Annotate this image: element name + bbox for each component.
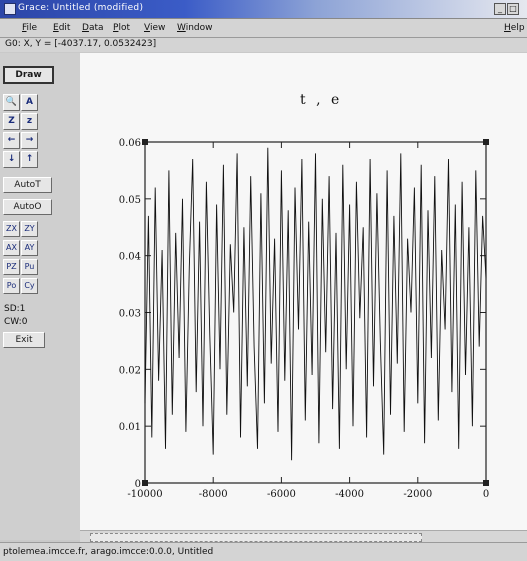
x-tick-label: 0 <box>483 489 489 500</box>
y-tick-label: 0.03 <box>119 309 141 320</box>
ax-button[interactable]: AX <box>3 240 20 256</box>
scrollbar-thumb[interactable] <box>90 533 422 542</box>
zoom-out-icon[interactable]: z <box>21 113 38 130</box>
x-tick-label: -6000 <box>267 489 296 500</box>
corner-handle <box>483 480 489 486</box>
zoom-icon[interactable]: 🔍 <box>3 94 20 111</box>
current-world-label: CW:0 <box>4 317 28 327</box>
menu-window[interactable]: Window <box>177 23 213 33</box>
exit-button[interactable]: Exit <box>3 332 45 348</box>
menu-file[interactable]: File <box>22 23 38 33</box>
pu-button[interactable]: Pu <box>21 259 38 275</box>
zoom-in-icon[interactable]: Z <box>3 113 20 130</box>
arrow-left-icon[interactable]: ← <box>3 132 20 149</box>
arrow-down-icon[interactable]: ↓ <box>3 151 20 168</box>
autot-button[interactable]: AutoT <box>3 177 52 193</box>
menu-bar: File Edit Data Plot View Window Help <box>0 19 527 38</box>
status-bar: ptolemea.imcce.fr, arago.imcce:0.0.0, Un… <box>0 542 527 561</box>
corner-handle <box>142 139 148 145</box>
autoo-button[interactable]: AutoO <box>3 199 52 215</box>
arrow-up-icon[interactable]: ↑ <box>21 151 38 168</box>
minimize-icon[interactable]: _ <box>494 3 506 15</box>
zx-button[interactable]: ZX <box>3 221 20 237</box>
coordinate-readout-bar: G0: X, Y = [-4037.17, 0.0532423] <box>0 38 527 52</box>
window-title: Grace: Untitled (modified) <box>18 3 144 13</box>
coordinate-readout: G0: X, Y = [-4037.17, 0.0532423] <box>5 39 157 49</box>
x-tick-label: -2000 <box>403 489 432 500</box>
app-icon <box>4 3 16 15</box>
series-line <box>144 147 487 461</box>
y-tick-label: 0.01 <box>119 422 141 433</box>
status-text: ptolemea.imcce.fr, arago.imcce:0.0.0, Un… <box>3 547 214 557</box>
x-tick-label: -10000 <box>127 489 162 500</box>
y-tick-label: 0.06 <box>119 138 141 149</box>
autoscale-icon[interactable]: A <box>21 94 38 111</box>
set-display-label: SD:1 <box>4 304 26 314</box>
corner-handle <box>483 139 489 145</box>
horizontal-scrollbar[interactable] <box>80 530 527 543</box>
cy-button[interactable]: Cy <box>21 278 38 294</box>
y-tick-label: 0.02 <box>119 365 141 376</box>
menu-edit[interactable]: Edit <box>53 23 71 33</box>
maximize-icon[interactable]: □ <box>507 3 519 15</box>
y-tick-label: 0.05 <box>119 195 141 206</box>
window-titlebar: Grace: Untitled (modified) _ □ <box>0 0 527 19</box>
pz-button[interactable]: PZ <box>3 259 20 275</box>
tool-panel: Draw 🔍 A Z z ← → ↓ ↑ AutoT AutoO ZX ZY A… <box>0 53 81 540</box>
menu-help[interactable]: Help <box>504 23 525 33</box>
corner-handle <box>142 480 148 486</box>
chart-title: t , e <box>300 92 343 108</box>
x-tick-label: -4000 <box>335 489 364 500</box>
y-tick-label: 0.04 <box>119 252 141 263</box>
y-tick-label: 0 <box>135 479 141 490</box>
x-tick-label: -8000 <box>199 489 228 500</box>
po-button[interactable]: Po <box>3 278 20 294</box>
draw-button[interactable]: Draw <box>3 66 54 84</box>
zy-button[interactable]: ZY <box>21 221 38 237</box>
menu-plot[interactable]: Plot <box>113 23 130 33</box>
arrow-right-icon[interactable]: → <box>21 132 38 149</box>
ay-button[interactable]: AY <box>21 240 38 256</box>
menu-data[interactable]: Data <box>82 23 104 33</box>
menu-view[interactable]: View <box>144 23 166 33</box>
